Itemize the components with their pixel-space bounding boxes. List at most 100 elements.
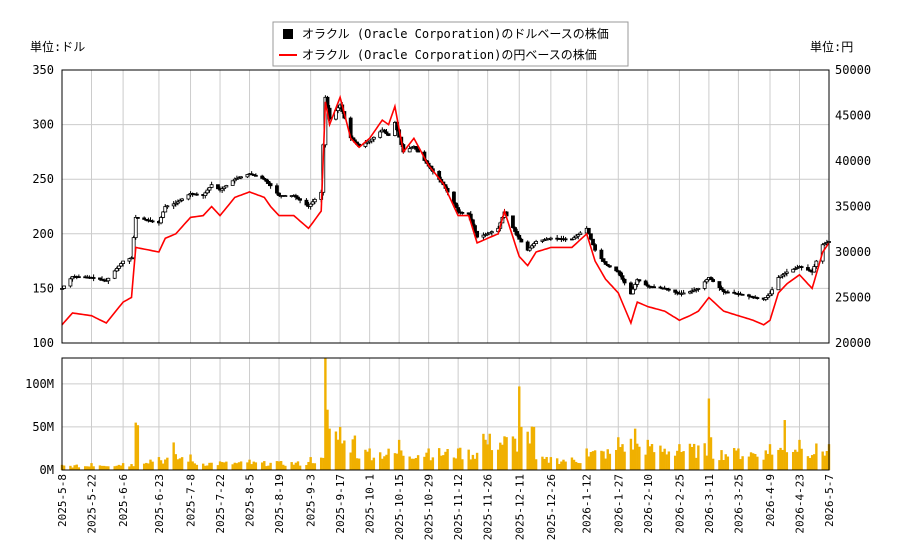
candle-body — [159, 217, 163, 224]
candle-body — [793, 267, 798, 270]
volume-bar — [134, 422, 137, 470]
volume-bar — [395, 453, 399, 470]
candle-body — [770, 289, 775, 295]
left-tick-label: 300 — [32, 118, 54, 132]
volume-bar — [768, 444, 772, 470]
volume-bar — [454, 458, 458, 470]
volume-bar — [305, 465, 308, 470]
candle-body — [572, 237, 576, 240]
volume-bar — [292, 464, 295, 470]
volume-bar — [290, 462, 293, 470]
candle-body — [473, 225, 477, 232]
usd-candles — [60, 95, 831, 302]
candle-body — [220, 188, 225, 191]
left-unit-label: 単位:ドル — [30, 39, 85, 54]
volume-bar — [159, 460, 163, 470]
volume-bar — [798, 439, 801, 470]
volume-bar — [73, 465, 76, 470]
volume-bar — [353, 435, 357, 470]
volume-bar — [164, 459, 167, 470]
volume-bar — [604, 458, 607, 470]
volume-bar — [355, 458, 359, 470]
volume-bar — [697, 445, 700, 470]
right-tick-label: 30000 — [835, 245, 871, 259]
volume-tick-label: 100M — [25, 377, 54, 391]
volume-bar — [189, 454, 192, 470]
volume-bar — [766, 453, 770, 470]
volume-bar — [631, 449, 635, 470]
volume-bar — [172, 442, 175, 470]
volume-bar — [505, 437, 508, 470]
candle-body — [135, 217, 140, 219]
volume-bar — [425, 452, 428, 470]
volume-bar — [796, 451, 799, 470]
volume-bar — [62, 465, 66, 470]
volume-bar — [663, 448, 666, 470]
volume-bar — [737, 448, 740, 470]
volume-bar — [351, 439, 354, 470]
volume-bar — [130, 464, 133, 470]
candle-body — [747, 294, 751, 297]
candle-body — [203, 192, 208, 196]
candle-body — [532, 243, 536, 247]
volume-bar — [562, 459, 565, 470]
volume-bar — [800, 448, 803, 470]
x-tick-label: 2025-12-26 — [545, 474, 558, 540]
candle-body — [652, 286, 657, 289]
volume-bar — [98, 465, 102, 470]
x-tick-label: 2025-7-8 — [185, 474, 198, 527]
candle-body — [414, 146, 418, 150]
candle-body — [576, 234, 581, 237]
volume-bar — [501, 444, 504, 470]
volume-bar — [195, 464, 199, 470]
x-tick-label: 2025-8-19 — [273, 474, 286, 534]
volume-bar — [741, 456, 744, 470]
volume-bar — [343, 440, 346, 470]
volume-bar — [252, 461, 255, 470]
candle-body — [633, 283, 638, 290]
candle-body — [732, 291, 737, 294]
volume-bar — [370, 460, 373, 470]
candle-body — [308, 203, 313, 207]
candle-body — [466, 212, 471, 215]
volume-bar — [269, 462, 272, 470]
candle-body — [799, 266, 804, 268]
legend-usd-marker — [283, 29, 293, 39]
x-tick-label: 2025-5-22 — [86, 474, 99, 534]
candle-body — [194, 193, 199, 196]
left-tick-label: 150 — [32, 281, 54, 295]
volume-bar — [277, 461, 281, 470]
volume-bar — [191, 461, 194, 470]
candle-body — [186, 194, 191, 200]
volume-bar — [650, 444, 654, 470]
candle-body — [629, 282, 633, 295]
candle-body — [180, 198, 185, 201]
candle-body — [673, 289, 678, 293]
volume-bar — [239, 461, 243, 470]
volume-bar — [488, 433, 491, 470]
volume-bar — [452, 457, 456, 470]
volume-bar — [589, 452, 593, 470]
candle-body — [277, 192, 281, 196]
volume-bar — [161, 463, 165, 470]
volume-bar — [534, 459, 538, 470]
volume-bar — [570, 457, 574, 470]
volume-bar — [387, 448, 390, 470]
candle-body — [778, 275, 783, 278]
volume-bar — [83, 466, 87, 470]
volume-bar — [178, 458, 182, 470]
x-tick-label: 2026-3-11 — [703, 474, 716, 534]
legend-box — [272, 21, 629, 67]
volume-bar — [440, 455, 443, 470]
volume-bar — [208, 462, 211, 470]
candle-body — [517, 234, 522, 240]
candle-body — [812, 266, 817, 273]
candle-body — [460, 211, 465, 214]
volume-bar — [608, 453, 612, 470]
candle-body — [591, 238, 595, 246]
candle-body — [116, 265, 121, 269]
volume-bar — [246, 462, 249, 470]
candle-body — [121, 260, 126, 264]
volume-bar — [461, 459, 464, 470]
volume-bar — [206, 465, 209, 470]
